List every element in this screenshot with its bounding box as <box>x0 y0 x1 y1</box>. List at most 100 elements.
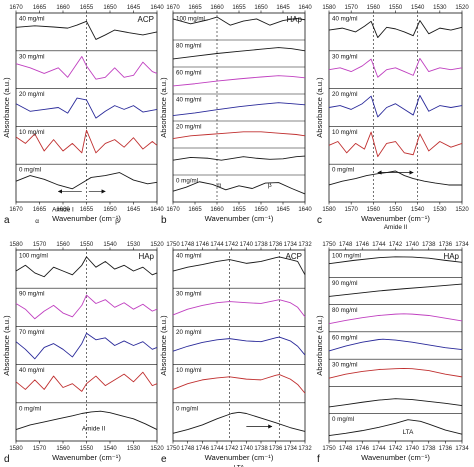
series-label: 20 mg/ml <box>176 124 201 131</box>
x-tick-label-top: 1738 <box>422 242 436 248</box>
series-label: 100 mg/ml <box>176 16 205 23</box>
x-tick-label-top: 1734 <box>455 242 469 248</box>
x-tick-label: 1750 <box>166 446 180 452</box>
panel-b: 1670 1670 1665 1665 1660 1660 1655 1655 1650 1650… <box>159 5 312 226</box>
series-label: 70 mg/ml <box>19 329 44 336</box>
x-tick-label-top: 1645 <box>276 5 290 11</box>
series-label: 40 mg/ml <box>19 16 44 23</box>
annotation: β <box>115 218 119 225</box>
x-tick-label: 1734 <box>455 446 469 452</box>
x-tick-label: 1746 <box>196 446 210 452</box>
y-axis-title: Absorbance (a.u.) <box>159 315 168 376</box>
series-line <box>328 398 463 408</box>
series-label: 80 mg/ml <box>332 307 357 314</box>
x-axis-title: Wavenumber (cm⁻¹) <box>361 214 430 223</box>
series-label: 60 mg/ml <box>176 70 201 77</box>
x-axis-title: Wavenumber (cm⁻¹) <box>205 453 274 462</box>
panel-e: 1750175017481748174617461744174417421742… <box>159 242 312 467</box>
panel-f: 1750175017481748174617461744174417421742… <box>315 242 469 465</box>
series-line <box>15 256 158 278</box>
x-tick-label-top: 1645 <box>127 5 141 11</box>
panel-letter: e <box>161 454 167 465</box>
series-line <box>172 75 306 87</box>
series-line <box>172 155 306 161</box>
x-tick-label-top: 1640 <box>298 5 312 11</box>
x-tick-label: 1748 <box>181 446 195 452</box>
series-label: 40 mg/ml <box>176 97 201 104</box>
series-label: 20 mg/ml <box>176 329 201 336</box>
x-tick-label: 1530 <box>433 207 447 213</box>
panel-a: 1670 1670 1665 1665 1660 1660 1655 1655 1650 1650… <box>2 5 164 226</box>
series-label: 0 mg/ml <box>176 178 198 185</box>
x-tick-label-top: 1650 <box>254 5 268 11</box>
x-tick-label-top: 1742 <box>225 242 239 248</box>
x-tick-label-top: 1655 <box>80 5 94 11</box>
series-label: 0 mg/ml <box>19 405 41 412</box>
series-line <box>328 131 463 158</box>
series-line <box>172 256 306 276</box>
x-tick-label: 1742 <box>389 446 403 452</box>
x-tick-label: 1750 <box>322 446 336 452</box>
x-tick-label-top: 1550 <box>389 5 403 11</box>
x-tick-label-top: 1530 <box>127 242 141 248</box>
y-axis-title: Absorbance (a.u.) <box>2 315 11 376</box>
x-tick-label-top: 1736 <box>439 242 453 248</box>
annotation: LTA <box>234 465 246 467</box>
x-axis-title: Wavenumber (cm⁻¹) <box>52 214 121 223</box>
x-tick-label: 1665 <box>33 207 47 213</box>
series-label: 30 mg/ml <box>176 291 201 298</box>
x-tick-label: 1736 <box>269 446 283 452</box>
x-tick-label: 1738 <box>254 446 268 452</box>
x-tick-label-top: 1746 <box>196 242 210 248</box>
panel-title: ACP <box>286 252 302 261</box>
series-line <box>172 47 306 60</box>
x-tick-label: 1650 <box>254 207 268 213</box>
plot-frame <box>172 12 306 203</box>
series-line <box>328 367 463 379</box>
series-label: 60 mg/ml <box>332 334 357 341</box>
x-tick-label-top: 1738 <box>254 242 268 248</box>
annotation: Amide II <box>82 425 106 432</box>
series-line <box>328 256 463 265</box>
x-tick-label: 1740 <box>405 446 419 452</box>
panel-d: 1580 1580 1570 1570 1560 1560 1550 1550 1540 1540… <box>2 242 164 465</box>
series-label: 30 mg/ml <box>332 362 357 369</box>
x-tick-label-top: 1660 <box>56 5 70 11</box>
x-tick-label-top: 1655 <box>232 5 246 11</box>
x-axis-title: Wavenumber (cm⁻¹) <box>361 453 430 462</box>
x-tick-label-top: 1744 <box>210 242 224 248</box>
series-line <box>15 294 158 320</box>
x-tick-label: 1560 <box>56 446 70 452</box>
series-line <box>328 338 463 352</box>
x-tick-label: 1670 <box>9 207 23 213</box>
x-tick-label-top: 1736 <box>269 242 283 248</box>
series-label: 80 mg/ml <box>176 43 201 50</box>
series-line <box>172 102 306 117</box>
series-line <box>15 20 158 40</box>
x-tick-label: 1746 <box>356 446 370 452</box>
series-line <box>172 181 306 195</box>
series-label: 100 mg/ml <box>19 253 48 260</box>
x-tick-label: 1660 <box>210 207 224 213</box>
series-label: 0 mg/ml <box>19 167 41 174</box>
x-tick-label: 1655 <box>232 207 246 213</box>
x-tick-label: 1732 <box>298 446 312 452</box>
y-axis-title: Absorbance (a.u.) <box>315 315 324 376</box>
panel-letter: f <box>317 454 320 465</box>
annotation: α <box>217 182 221 189</box>
series-line <box>15 410 158 430</box>
series-label: 30 mg/ml <box>19 53 44 60</box>
series-label: 90 mg/ml <box>19 291 44 298</box>
series-line <box>172 131 306 139</box>
panel-title: HAp <box>138 252 154 261</box>
series-label: 10 mg/ml <box>19 129 44 136</box>
panel-title: HAp <box>286 15 302 24</box>
x-tick-label-top: 1740 <box>405 242 419 248</box>
x-tick-label-top: 1530 <box>433 5 447 11</box>
series-label: 0 mg/ml <box>332 167 354 174</box>
x-axis-title: Wavenumber (cm⁻¹) <box>205 214 274 223</box>
y-axis-title: Absorbance (a.u.) <box>2 77 11 138</box>
annotation: Amide I <box>52 206 74 213</box>
x-tick-label-top: 1580 <box>322 5 336 11</box>
